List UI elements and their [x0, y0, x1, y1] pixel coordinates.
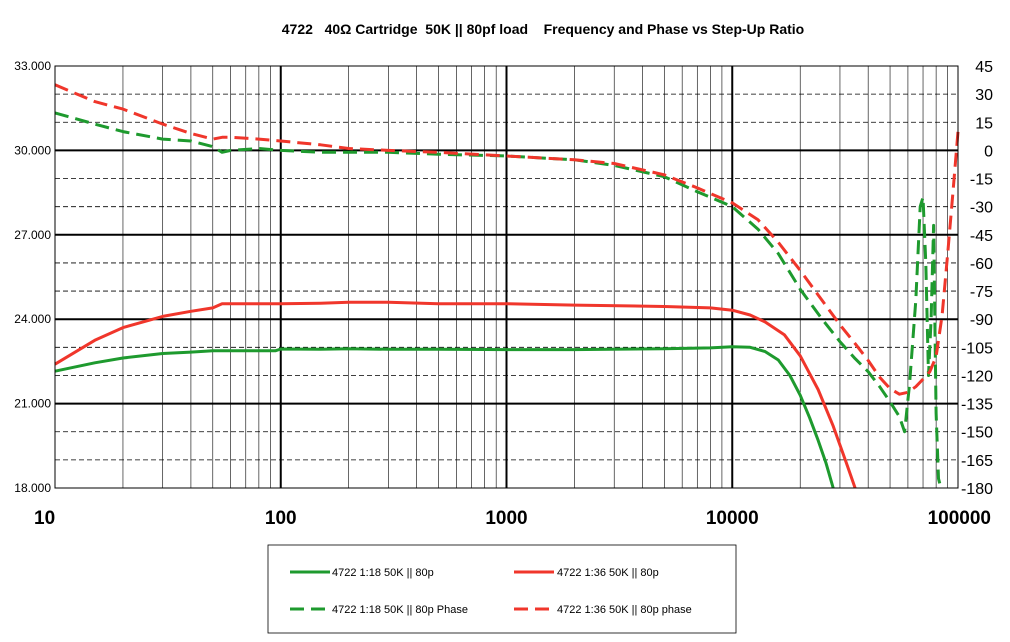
- y2-tick-label: 15: [975, 115, 993, 132]
- legend-label: 4722 1:18 50K || 80p: [332, 567, 434, 579]
- y-tick-label: 21.000: [14, 397, 51, 411]
- y-axis-ticks: 18.000 21.000 24.000 27.000 30.000 33.000: [14, 59, 51, 495]
- x-tick-label: 10000: [706, 508, 759, 529]
- y2-tick-label: -150: [961, 425, 993, 442]
- x-tick-label: 1000: [485, 508, 527, 529]
- y2-tick-label: -135: [961, 397, 993, 414]
- y2-tick-label: -120: [961, 368, 993, 385]
- y2-tick-label: -90: [970, 312, 993, 329]
- y2-axis-ticks: 45 30 15 0 -15 -30 -45 -60 -75 -90 -105 -120 -135 -15…: [961, 59, 993, 498]
- y2-tick-label: -105: [961, 340, 993, 357]
- y2-tick-label: -45: [970, 228, 993, 245]
- y2-tick-label: -75: [970, 284, 993, 301]
- legend-item-series-3: 4722 1:18 50K || 80p Phase: [290, 604, 468, 616]
- y2-tick-label: -165: [961, 453, 993, 470]
- y-tick-label: 27.000: [14, 228, 51, 242]
- series-line-2: [54, 300, 857, 489]
- y2-tick-label: 30: [975, 87, 993, 104]
- legend-item-series-1: 4722 1:18 50K || 80p: [290, 567, 434, 579]
- y2-tick-label: -180: [961, 481, 993, 498]
- legend-box: [267, 544, 737, 634]
- legend-label: 4722 1:36 50K || 80p phase: [557, 604, 692, 616]
- y-tick-label: 33.000: [14, 59, 51, 73]
- legend-label: 4722 1:36 50K || 80p: [557, 567, 659, 579]
- y2-tick-label: -60: [970, 256, 993, 273]
- plot-lines: [54, 83, 960, 489]
- y2-tick-label: 45: [975, 59, 993, 76]
- y2-tick-label: 0: [984, 143, 993, 160]
- legend-item-series-4: 4722 1:36 50K || 80p phase: [514, 604, 692, 616]
- legend-label: 4722 1:18 50K || 80p Phase: [332, 604, 468, 616]
- grid-major: [55, 66, 958, 488]
- y2-tick-label: -30: [970, 200, 993, 217]
- y2-tick-label: -15: [970, 172, 993, 189]
- series-line-4: [54, 83, 960, 396]
- plot-area-border: [54, 65, 959, 489]
- series-line-1: [54, 345, 835, 489]
- x-axis-ticks: 10 100 1000 10000 100000: [34, 508, 991, 529]
- x-tick-label: 10: [34, 508, 55, 529]
- x-tick-label: 100000: [928, 508, 991, 529]
- legend-item-series-2: 4722 1:36 50K || 80p: [514, 567, 659, 579]
- y-tick-label: 18.000: [14, 481, 51, 495]
- x-tick-label: 100: [265, 508, 297, 529]
- chart-title: 4722 40Ω Cartridge 50K || 80pf load Freq…: [282, 21, 804, 37]
- y-tick-label: 24.000: [14, 312, 51, 326]
- y-tick-label: 30.000: [14, 143, 51, 157]
- series-line-3: [54, 111, 943, 489]
